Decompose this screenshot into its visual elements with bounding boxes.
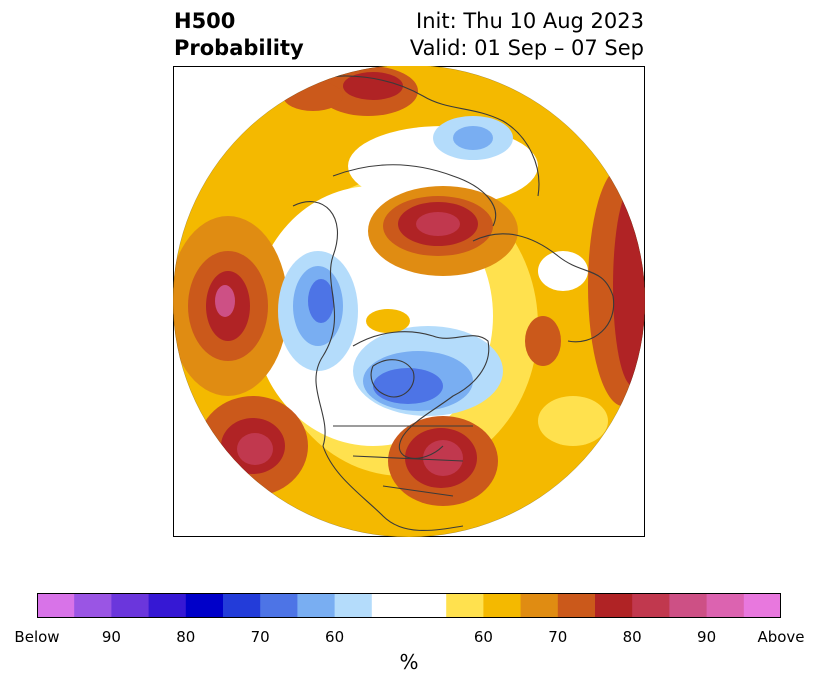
colorbar-swatch xyxy=(706,593,745,618)
colorbar-swatch xyxy=(743,593,781,618)
colorbar-swatch xyxy=(520,593,559,618)
colorbar-border xyxy=(37,593,781,618)
title-line-1: H500 xyxy=(174,9,236,33)
weak-warm-area xyxy=(538,396,608,446)
map-panel xyxy=(173,66,645,537)
probability-field xyxy=(173,66,645,537)
polar-map xyxy=(173,66,645,537)
cold-anomaly-alaska xyxy=(278,251,358,371)
colorbar-swatch xyxy=(334,593,373,618)
colorbar-tick-label: 80 xyxy=(176,628,196,646)
colorbar-tick-label: 60 xyxy=(473,628,493,646)
colorbar-swatch xyxy=(446,593,484,618)
warm-anomaly-bering xyxy=(173,216,288,396)
colorbar-swatch xyxy=(669,593,708,618)
colorbar-tick-label: Below xyxy=(14,628,60,646)
chart-title: H500 Probability xyxy=(174,8,304,62)
colorbar-tick-label: 90 xyxy=(101,628,121,646)
colorbar-swatch xyxy=(260,593,298,618)
colorbar-swatch xyxy=(632,593,670,618)
cold-anomaly-canada xyxy=(353,326,503,416)
title-line-2: Probability xyxy=(174,36,304,60)
colorbar-swatch xyxy=(557,593,596,618)
colorbar-swatch xyxy=(74,593,112,618)
warm-anomaly-southeast-us xyxy=(388,416,498,506)
colorbar-swatch xyxy=(111,593,150,618)
init-date: Init: Thu 10 Aug 2023 xyxy=(416,9,644,33)
colorbar-swatch xyxy=(595,593,633,618)
colorbar-tick-label: 70 xyxy=(548,628,568,646)
colorbar xyxy=(37,593,781,618)
colorbar-tick-label: 60 xyxy=(325,628,345,646)
colorbar-tick-label: 70 xyxy=(250,628,270,646)
colorbar-swatch xyxy=(148,593,187,618)
colorbar-swatch xyxy=(223,593,261,618)
colorbar-swatch xyxy=(185,593,224,618)
colorbar-tick-label: 90 xyxy=(697,628,717,646)
colorbar-unit-label: % xyxy=(399,650,419,674)
colorbar-swatch xyxy=(297,593,336,618)
warm-anomaly-pacific xyxy=(198,396,308,496)
date-info: Init: Thu 10 Aug 2023 Valid: 01 Sep – 07… xyxy=(410,8,644,62)
colorbar-swatch xyxy=(37,593,75,618)
colorbar-tick-label: Above xyxy=(757,628,805,646)
colorbar-tick-label: 80 xyxy=(622,628,642,646)
colorbar-swatch xyxy=(371,593,447,618)
warm-anomaly-siberia xyxy=(368,186,518,276)
warm-anomaly-north xyxy=(318,66,418,116)
cold-anomaly-europe xyxy=(433,116,513,160)
colorbar-swatch xyxy=(483,593,522,618)
valid-date: Valid: 01 Sep – 07 Sep xyxy=(409,36,644,60)
